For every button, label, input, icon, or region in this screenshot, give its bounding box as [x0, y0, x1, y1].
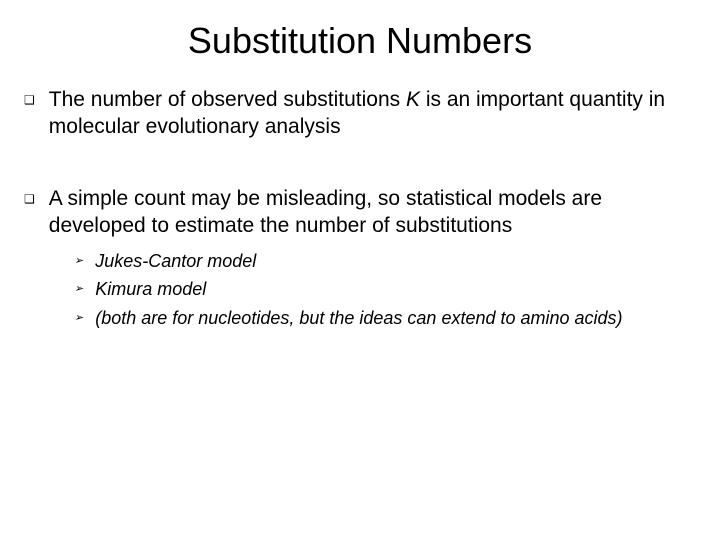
sub-bullet-text: Jukes-Cantor model	[95, 249, 700, 273]
sub-bullet-text: (both are for nucleotides, but the ideas…	[95, 306, 700, 330]
arrow-bullet-icon: ➢	[74, 306, 83, 330]
bullet-item: ❑ A simple count may be misleading, so s…	[20, 185, 700, 240]
square-bullet-icon: ❑	[24, 86, 35, 114]
slide-title: Substitution Numbers	[20, 20, 700, 62]
text-segment: A simple count may be misleading, so sta…	[49, 187, 602, 237]
sub-bullet-item: ➢ Jukes-Cantor model	[74, 249, 700, 273]
bullet-item: ❑ The number of observed substitutions K…	[20, 86, 700, 141]
square-bullet-icon: ❑	[24, 185, 35, 213]
sub-bullet-text: Kimura model	[95, 277, 700, 301]
bullet-list: ❑ The number of observed substitutions K…	[20, 86, 700, 239]
text-segment: The number of observed substitutions	[49, 88, 406, 111]
bullet-text: A simple count may be misleading, so sta…	[49, 185, 700, 240]
arrow-bullet-icon: ➢	[74, 277, 83, 301]
sub-bullet-item: ➢ (both are for nucleotides, but the ide…	[74, 306, 700, 330]
sub-bullet-list: ➢ Jukes-Cantor model ➢ Kimura model ➢ (b…	[74, 249, 700, 330]
slide-container: Substitution Numbers ❑ The number of obs…	[0, 0, 720, 540]
sub-bullet-item: ➢ Kimura model	[74, 277, 700, 301]
arrow-bullet-icon: ➢	[74, 249, 83, 273]
italic-segment: K	[406, 88, 420, 111]
bullet-text: The number of observed substitutions K i…	[49, 86, 700, 141]
